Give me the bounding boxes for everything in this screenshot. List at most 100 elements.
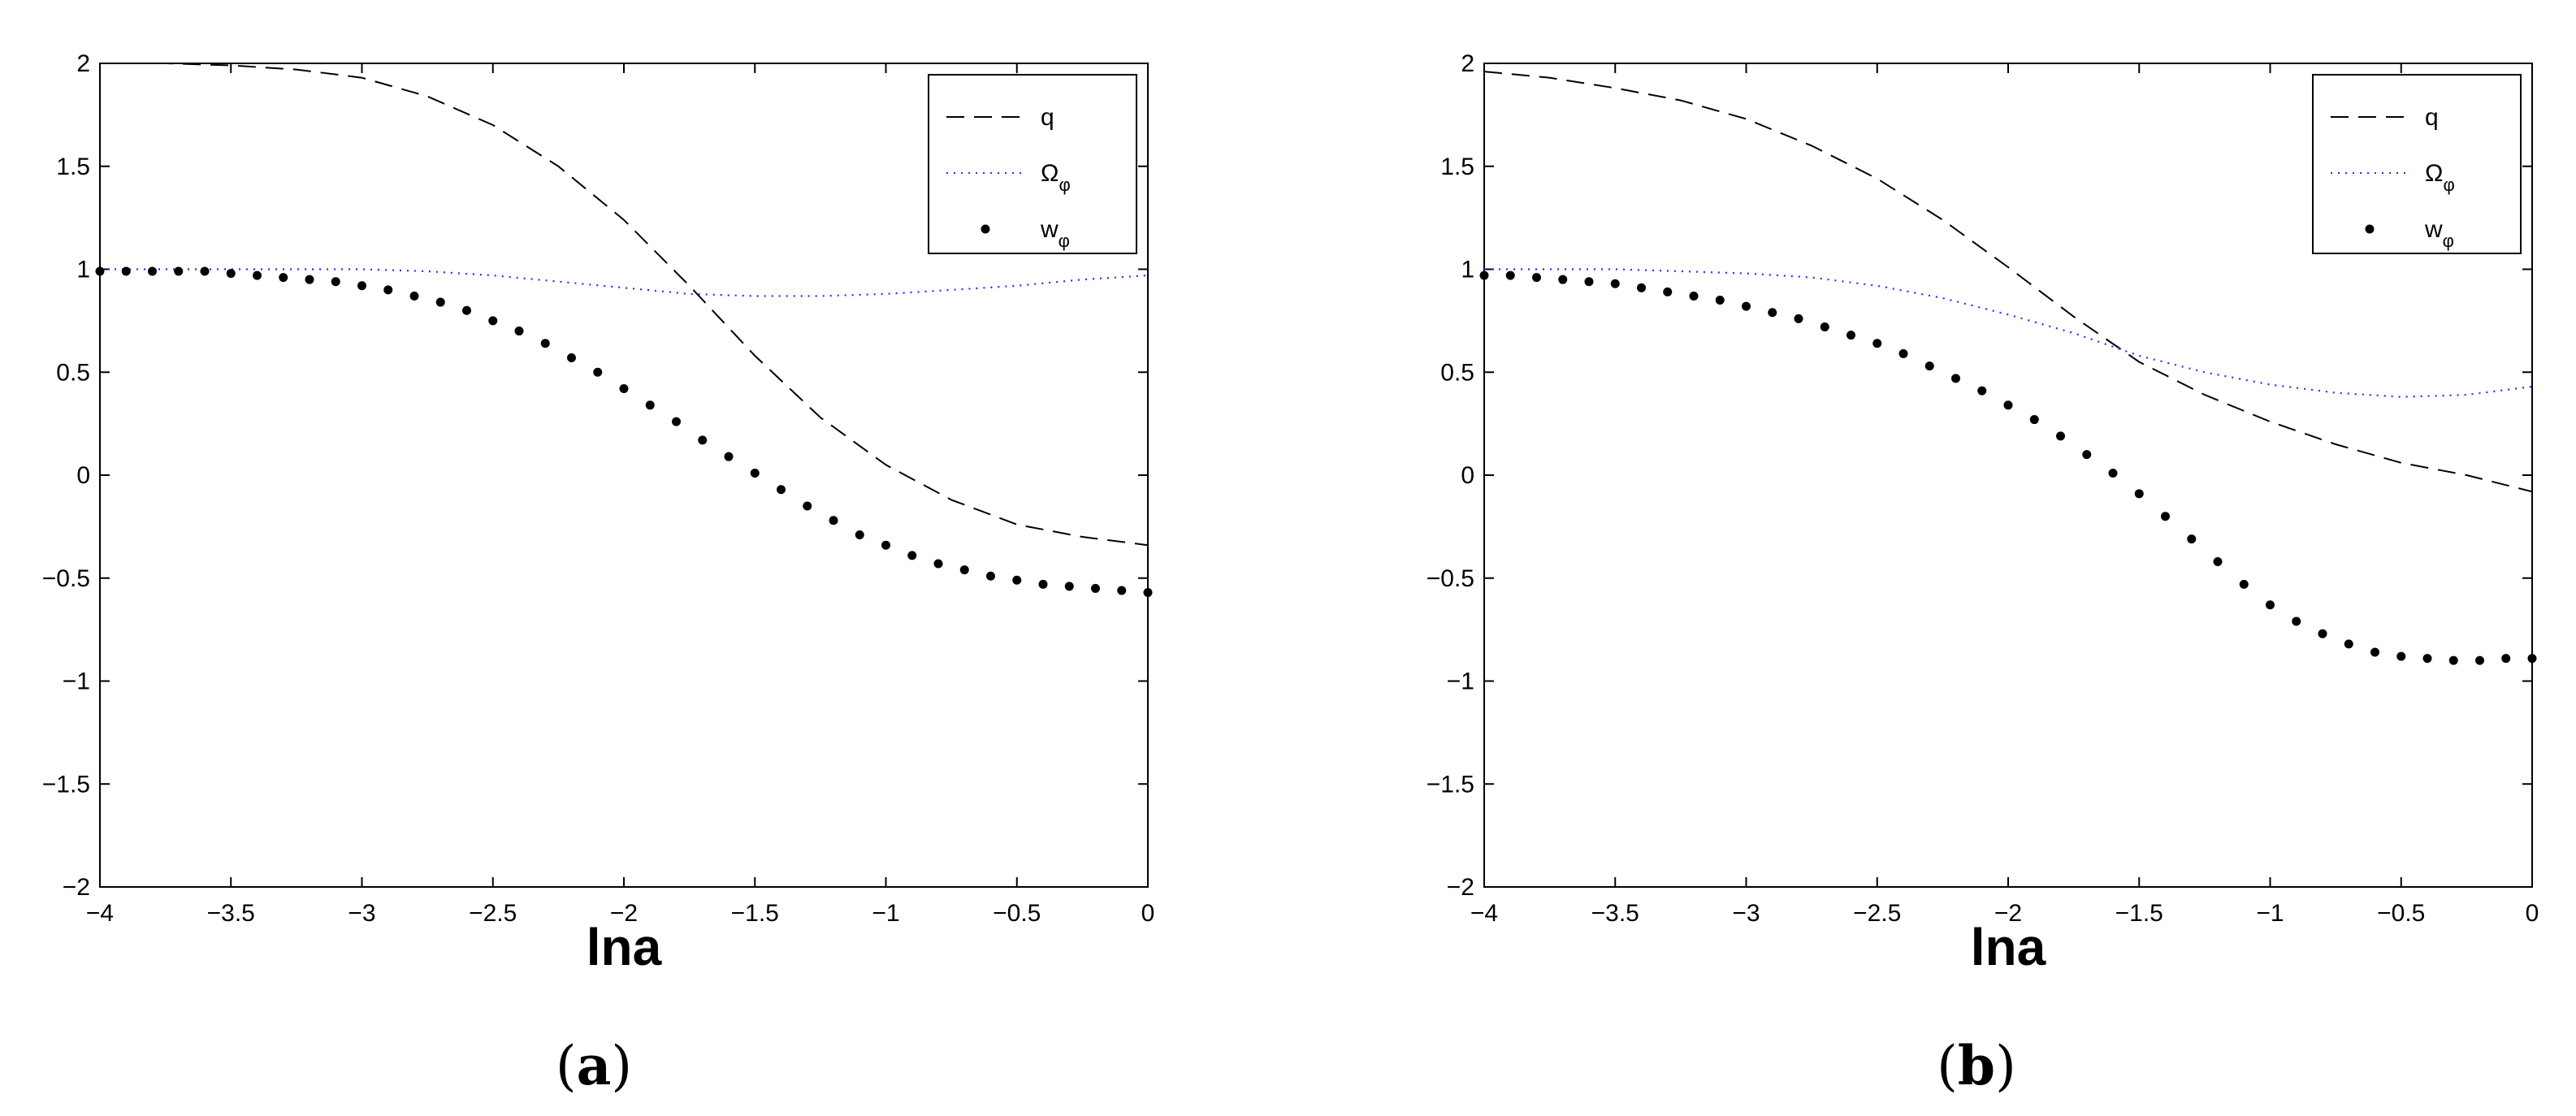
data-point bbox=[645, 400, 655, 410]
data-point bbox=[1143, 587, 1153, 597]
data-point bbox=[383, 285, 393, 295]
y-tick-label: −1 bbox=[1447, 668, 1474, 695]
data-point bbox=[200, 266, 210, 276]
data-point bbox=[174, 266, 184, 276]
x-tick-label: 0 bbox=[2526, 900, 2539, 927]
data-point bbox=[2161, 512, 2170, 521]
legend-box bbox=[2312, 74, 2522, 254]
data-point bbox=[1977, 386, 1987, 396]
data-point bbox=[1584, 277, 1594, 287]
data-point bbox=[435, 297, 445, 307]
legend: q Ωφ wφ bbox=[2312, 74, 2522, 254]
x-tick-label: −3.5 bbox=[1591, 900, 1639, 927]
legend: q Ωφ wφ bbox=[928, 74, 1137, 254]
y-tick-label: −1.5 bbox=[42, 771, 90, 798]
data-point bbox=[2292, 616, 2301, 626]
y-tick-label: 0 bbox=[76, 462, 90, 489]
data-point bbox=[933, 559, 943, 569]
y-tick-label: −1 bbox=[63, 668, 90, 695]
data-point bbox=[1637, 283, 1646, 292]
data-point bbox=[2056, 431, 2065, 441]
y-tick-label: 0.5 bbox=[1440, 359, 1474, 386]
data-point bbox=[2318, 629, 2327, 638]
legend-label: q bbox=[1041, 104, 1054, 131]
data-point bbox=[2029, 415, 2039, 425]
y-tick-label: 1 bbox=[1461, 257, 1474, 283]
data-point bbox=[1924, 361, 1934, 371]
data-point bbox=[1558, 275, 1568, 284]
series-w-phi bbox=[95, 266, 1153, 597]
x-tick-label: −1.5 bbox=[2115, 900, 2163, 927]
panel-label: (b) bbox=[1937, 1034, 2016, 1097]
y-tick-label: −2 bbox=[1447, 874, 1474, 901]
y-tick-label: 0 bbox=[1461, 462, 1474, 489]
x-tick-label: −3.5 bbox=[207, 900, 255, 927]
x-tick-label: −0.5 bbox=[993, 900, 1041, 927]
data-point bbox=[1846, 331, 1855, 340]
data-point bbox=[829, 516, 838, 526]
data-point bbox=[462, 305, 471, 315]
data-point bbox=[331, 277, 340, 287]
x-tick-label: 0 bbox=[1141, 900, 1155, 927]
data-point bbox=[1091, 583, 1100, 593]
data-point bbox=[1715, 296, 1725, 305]
series-q-line bbox=[1483, 71, 2533, 493]
data-point bbox=[2396, 651, 2406, 661]
data-point bbox=[1479, 270, 1489, 280]
data-point bbox=[488, 316, 498, 326]
y-tick-label: −2 bbox=[63, 874, 90, 901]
data-point bbox=[2108, 468, 2118, 478]
legend-label: q bbox=[2425, 104, 2439, 131]
data-point bbox=[226, 269, 236, 279]
data-point bbox=[907, 551, 917, 560]
data-point bbox=[2527, 654, 2537, 664]
data-point bbox=[1951, 374, 1960, 383]
data-point bbox=[1898, 348, 1908, 358]
data-point bbox=[1505, 270, 1515, 280]
legend-label: wφ bbox=[2424, 216, 2454, 251]
y-tick-label: 2 bbox=[1461, 50, 1474, 77]
y-tick-label: −0.5 bbox=[42, 565, 90, 592]
data-point bbox=[986, 571, 995, 581]
x-tick-label: −1 bbox=[2256, 900, 2284, 927]
data-point bbox=[540, 339, 550, 348]
x-tick-label: −4 bbox=[1470, 900, 1498, 927]
data-point bbox=[1038, 579, 1048, 589]
panel-label: (a) bbox=[556, 1034, 632, 1097]
data-point bbox=[2082, 450, 2092, 460]
data-point bbox=[593, 367, 603, 377]
data-point bbox=[619, 384, 629, 394]
data-point bbox=[2370, 647, 2379, 657]
x-tick-label: −0.5 bbox=[2377, 900, 2425, 927]
data-point bbox=[855, 530, 864, 540]
y-tick-label: −0.5 bbox=[1427, 565, 1474, 592]
data-point bbox=[514, 327, 524, 336]
data-point bbox=[750, 468, 760, 478]
data-point bbox=[777, 485, 786, 495]
x-tick-label: −2 bbox=[610, 900, 638, 927]
x-tick-label: −1 bbox=[872, 900, 899, 927]
legend-label: Ωφ bbox=[1041, 160, 1071, 195]
data-point bbox=[1689, 291, 1699, 301]
x-tick-label: −2.5 bbox=[1853, 900, 1901, 927]
data-point bbox=[357, 281, 366, 291]
data-point bbox=[1742, 301, 1751, 311]
data-point bbox=[409, 291, 419, 301]
legend-label: wφ bbox=[1040, 216, 1070, 251]
y-tick-label: 0.5 bbox=[56, 359, 90, 386]
x-axis-label: lna bbox=[1971, 918, 2046, 976]
y-tick-label: 2 bbox=[76, 50, 90, 77]
series-omega-phi-line bbox=[1484, 268, 2533, 398]
data-point bbox=[148, 266, 157, 276]
data-point bbox=[1117, 586, 1127, 595]
data-point bbox=[1012, 575, 1022, 585]
x-tick-label: −2.5 bbox=[469, 900, 517, 927]
x-tick-label: −3 bbox=[1732, 900, 1760, 927]
data-point bbox=[803, 501, 812, 511]
y-tick-label: 1.5 bbox=[1440, 154, 1474, 180]
data-point bbox=[881, 540, 890, 550]
series-q-line bbox=[100, 63, 1149, 547]
data-point bbox=[279, 273, 288, 283]
x-tick-label: −2 bbox=[1994, 900, 2022, 927]
data-point bbox=[672, 417, 681, 426]
